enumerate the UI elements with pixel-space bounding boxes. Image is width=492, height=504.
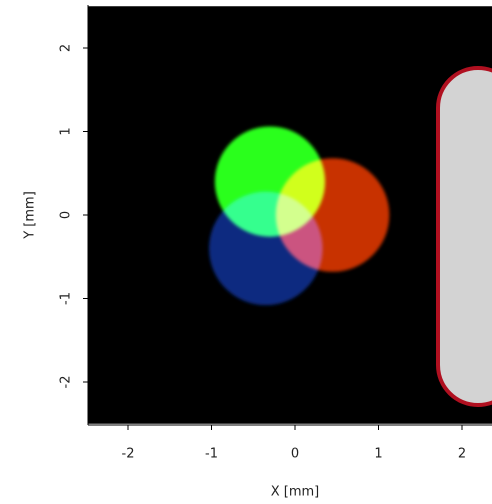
x-axis-label: X [mm]	[271, 485, 320, 500]
y-tick-label: -2	[59, 376, 74, 389]
x-tick-label: -2	[122, 447, 135, 462]
x-tick-label: 2	[458, 447, 466, 462]
y-tick-label: 2	[59, 44, 74, 52]
plot-area	[86, 6, 492, 424]
x-tick-label: 1	[374, 447, 382, 462]
y-axis-label: Y [mm]	[23, 191, 38, 240]
y-tick-label: 0	[59, 211, 74, 219]
x-tick-label: -1	[205, 447, 218, 462]
light-spot	[209, 192, 323, 306]
y-tick-label: -1	[59, 292, 74, 305]
y-tick-label: 1	[59, 127, 74, 135]
x-tick-label: 0	[291, 447, 299, 462]
overlay-panel[interactable]	[438, 68, 492, 405]
chart: -2 -1 0 1 2 -2 -1 0 1 2 X [mm] Y [mm]	[0, 0, 492, 504]
page: {"chart_data": {"type": "image", "xlabel…	[0, 0, 492, 504]
